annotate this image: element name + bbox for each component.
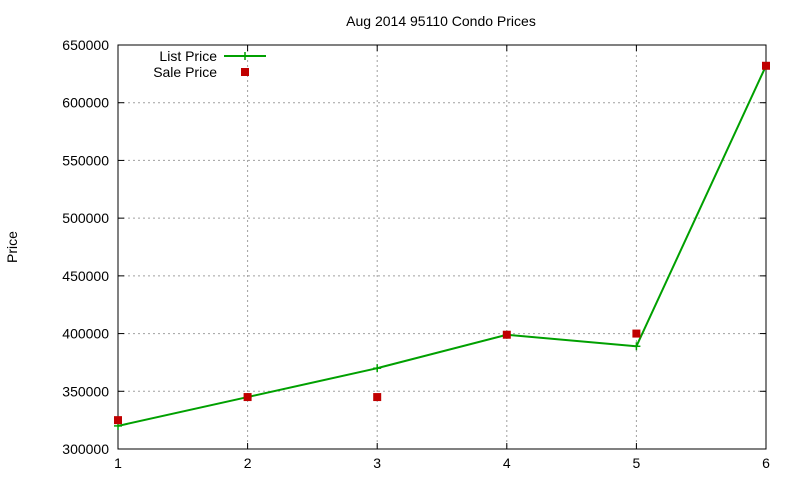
axis-ticks: 300000 350000 400000 450000 500000 550000 6000… [62,37,770,471]
sale-price-point [502,330,511,339]
x-tick-label: 4 [503,455,511,471]
y-tick-label: 450000 [62,268,109,284]
series-layer [114,61,770,430]
x-tick-label: 3 [373,455,381,471]
y-tick-label: 650000 [62,37,109,53]
sale-price-point [243,393,252,402]
chart-title: Aug 2014 95110 Condo Prices [346,13,536,29]
x-tick-label: 5 [633,455,641,471]
y-tick-label: 500000 [62,210,109,226]
sale-price-point [114,416,122,425]
y-tick-label: 550000 [62,152,109,168]
y-tick-label: 350000 [62,383,109,399]
legend-label-sale-price: Sale Price [153,64,217,80]
list-price-point [373,364,382,373]
y-tick-label: 400000 [62,326,109,342]
sale-price-point [373,393,382,402]
list-price-point [632,342,641,351]
y-tick-label: 600000 [62,95,109,111]
grid [118,45,766,449]
y-tick-label: 300000 [62,441,109,457]
x-tick-label: 2 [244,455,252,471]
x-tick-label: 6 [762,455,770,471]
list-price-line [117,65,767,427]
sale-price-point [762,61,770,70]
legend-swatch-sale-price [241,68,249,76]
sale-price-point [632,329,641,338]
plot-frame [117,44,767,450]
y-axis-label: Price [4,231,20,263]
legend-label-list-price: List Price [159,48,217,64]
x-tick-label: 1 [114,455,122,471]
